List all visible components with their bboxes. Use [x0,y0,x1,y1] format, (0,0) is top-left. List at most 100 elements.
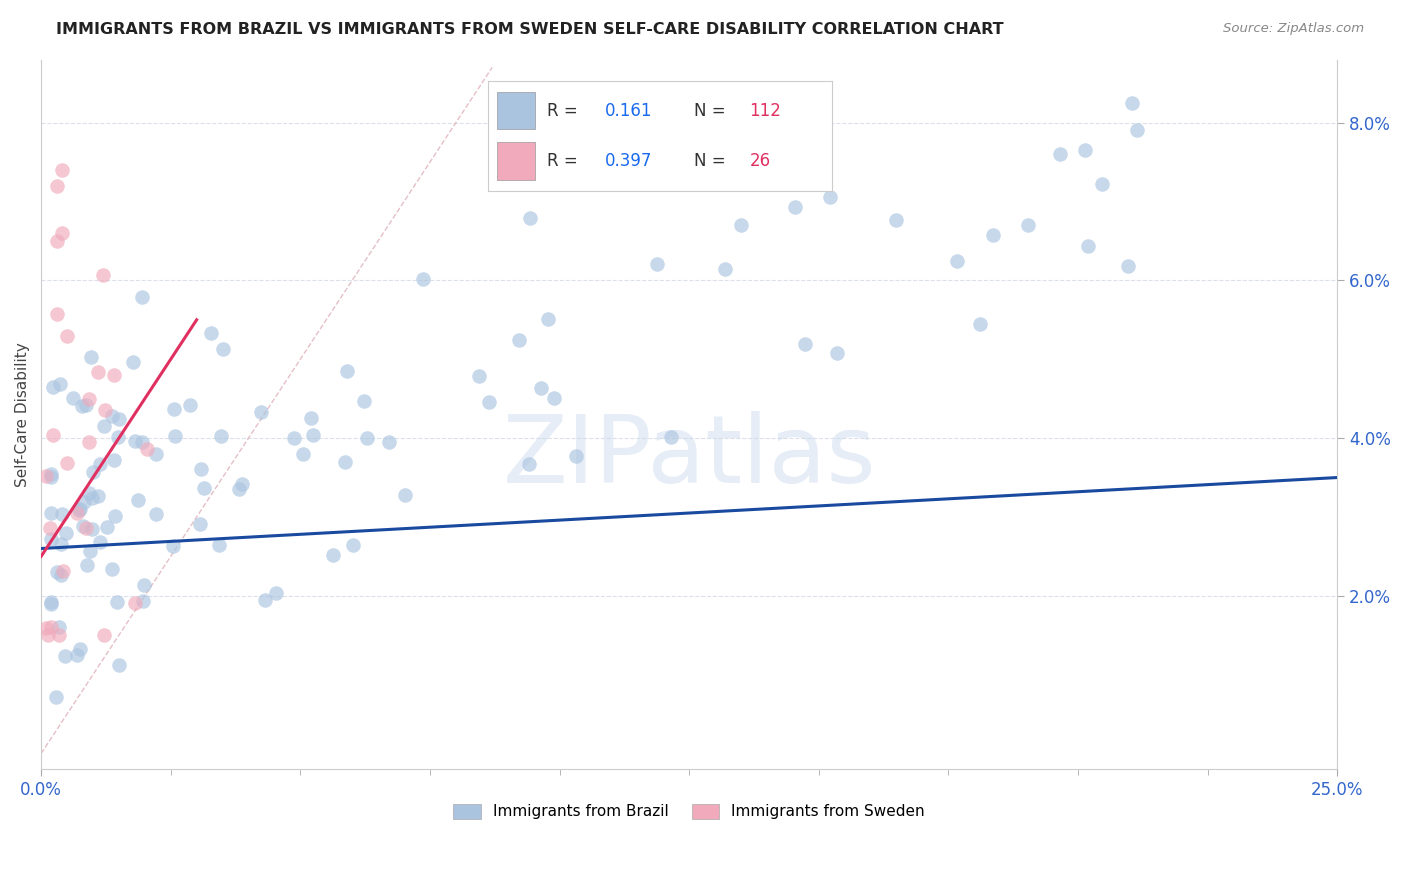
Point [39,521,62,535]
Point [62,391,84,405]
Point [145,507,167,521]
Point [730,218,752,232]
Point [292,447,315,461]
Point [131,290,153,304]
Point [394,488,416,502]
Point [336,364,359,378]
Point [41,469,63,483]
Point [72,399,94,413]
Point [45,307,67,321]
Point [107,430,129,444]
Point [412,271,434,285]
Point [228,482,250,496]
Point [41,597,63,611]
Point [56,328,79,343]
Point [45,565,67,579]
Point [93,402,115,417]
Point [82,465,104,479]
Point [108,412,131,426]
Point [45,234,67,248]
Point [51,537,73,551]
Point [52,565,75,579]
Point [35,469,58,483]
Point [378,434,401,449]
Point [543,391,565,405]
Point [93,628,115,642]
Point [55,525,77,540]
Point [190,462,212,476]
Point [645,257,668,271]
Point [72,519,94,533]
Point [124,596,146,610]
Point [299,411,322,425]
Point [478,395,501,409]
Point [86,366,108,380]
Point [946,254,969,268]
Point [335,454,357,468]
Text: ZIPatlas: ZIPatlas [502,411,876,503]
Point [55,456,77,470]
Point [76,558,98,573]
Point [1125,123,1147,137]
Point [48,628,70,642]
Point [1116,259,1139,273]
Point [66,506,89,520]
Point [209,429,232,443]
Point [45,690,67,705]
Point [969,318,991,332]
Point [132,578,155,592]
Point [67,502,90,516]
Point [163,401,186,416]
Point [37,628,59,642]
Point [41,595,63,609]
Point [127,492,149,507]
Point [353,393,375,408]
Point [231,477,253,491]
Point [93,419,115,434]
Point [96,520,118,534]
Point [264,585,287,599]
Point [165,429,187,443]
Point [818,190,841,204]
Point [162,539,184,553]
Point [41,467,63,481]
Point [79,543,101,558]
Point [322,548,344,562]
Point [188,516,211,531]
Point [108,657,131,672]
Point [508,333,530,347]
Point [794,337,817,351]
Point [1077,238,1099,252]
Point [77,392,100,406]
Point [39,620,62,634]
Point [564,449,586,463]
Point [86,489,108,503]
Point [136,442,159,456]
Point [73,495,96,509]
Point [132,594,155,608]
Point [105,595,128,609]
Legend: Immigrants from Brazil, Immigrants from Sweden: Immigrants from Brazil, Immigrants from … [447,797,931,825]
Point [101,409,124,423]
Point [124,434,146,449]
Point [1091,177,1114,191]
Point [75,521,97,535]
Point [79,435,101,450]
Point [179,398,201,412]
Point [131,435,153,450]
Point [1074,143,1097,157]
Point [825,346,848,360]
Point [145,447,167,461]
Point [103,453,125,467]
Point [48,620,70,634]
Point [69,642,91,657]
Text: Source: ZipAtlas.com: Source: ZipAtlas.com [1223,22,1364,36]
Point [101,562,124,576]
Point [1121,95,1143,110]
Point [200,326,222,340]
Point [211,342,233,356]
Point [51,163,73,178]
Point [1049,147,1071,161]
Point [53,649,76,664]
Point [254,592,277,607]
